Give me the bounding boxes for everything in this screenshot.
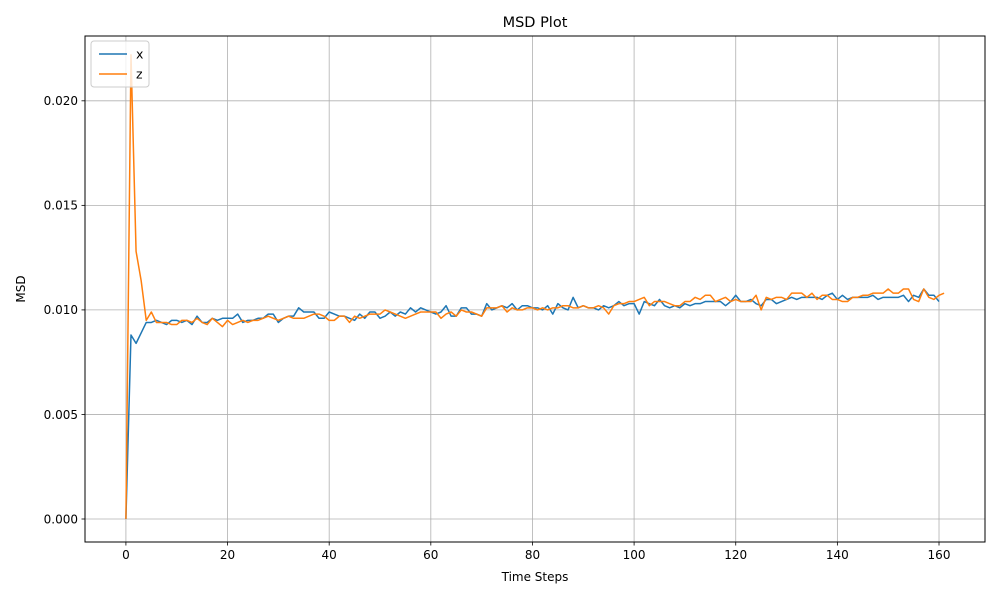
x-tick-label: 40 bbox=[322, 548, 337, 562]
chart-title: MSD Plot bbox=[503, 15, 568, 31]
x-tick-label: 20 bbox=[220, 548, 235, 562]
x-tick-label: 80 bbox=[525, 548, 540, 562]
x-tick-label: 120 bbox=[724, 548, 747, 562]
legend-label-x: x bbox=[136, 47, 143, 62]
tick-layer: 0 20 40 60 80 100 120 140 160 0.000 0.005 0.010 0.01… bbox=[44, 94, 951, 562]
series-layer bbox=[125, 54, 945, 520]
y-axis-title: MSD bbox=[14, 275, 28, 302]
y-tick-label: 0.000 bbox=[44, 512, 78, 526]
legend: xz bbox=[90, 40, 150, 88]
x-axis-title: Time Steps bbox=[501, 570, 569, 584]
series-line-z bbox=[125, 54, 945, 520]
y-tick-label: 0.005 bbox=[44, 408, 78, 422]
x-tick-label: 160 bbox=[928, 548, 951, 562]
plot-frame bbox=[84, 35, 986, 543]
x-tick-label: 140 bbox=[826, 548, 849, 562]
grid-layer bbox=[85, 36, 985, 542]
x-tick-label: 100 bbox=[623, 548, 646, 562]
x-tick-label: 0 bbox=[122, 548, 130, 562]
legend-box bbox=[90, 40, 150, 88]
x-tick-label: 60 bbox=[423, 548, 438, 562]
y-tick-label: 0.015 bbox=[44, 199, 78, 213]
y-tick-label: 0.020 bbox=[44, 94, 78, 108]
y-tick-label: 0.010 bbox=[44, 303, 78, 317]
legend-label-z: z bbox=[136, 67, 143, 82]
